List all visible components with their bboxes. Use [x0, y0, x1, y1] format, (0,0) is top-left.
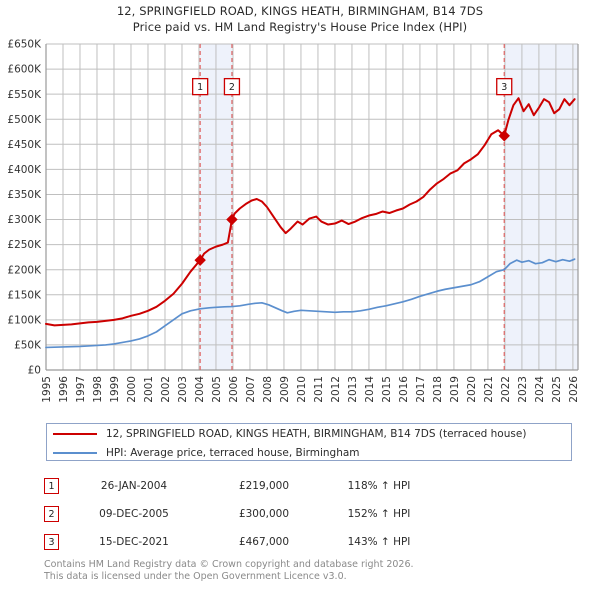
table-row: 3 15-DEC-2021 £467,000 143% ↑ HPI [44, 528, 464, 556]
legend-swatch-property-icon [53, 432, 97, 435]
footer-line-2: This data is licensed under the Open Gov… [44, 570, 347, 582]
svg-text:2018: 2018 [432, 376, 444, 403]
svg-text:1995: 1995 [41, 376, 53, 403]
svg-text:£100K: £100K [7, 314, 42, 326]
svg-text:2016: 2016 [398, 376, 410, 403]
svg-text:2005: 2005 [211, 376, 223, 403]
svg-text:£250K: £250K [7, 239, 42, 251]
svg-text:2001: 2001 [143, 376, 155, 403]
series-lines [45, 97, 576, 349]
svg-text:2010: 2010 [296, 376, 308, 403]
status-badge: 1 [44, 478, 59, 494]
svg-text:2015: 2015 [381, 376, 393, 403]
svg-text:£50K: £50K [14, 340, 42, 352]
svg-text:£0: £0 [28, 365, 41, 377]
svg-text:2024: 2024 [534, 376, 546, 403]
sale-event-lines [199, 44, 505, 370]
svg-text:1996: 1996 [58, 376, 70, 403]
svg-text:2011: 2011 [313, 376, 325, 403]
svg-text:2020: 2020 [466, 376, 478, 403]
grid-lines [45, 43, 579, 371]
sale-point-markers [194, 130, 510, 266]
svg-text:1: 1 [197, 82, 203, 93]
transaction-hpi-delta: 118% ↑ HPI [347, 480, 411, 492]
transactions-table: 1 26-JAN-2004 £219,000 118% ↑ HPI 2 09-D… [44, 472, 464, 556]
transaction-date: 09-DEC-2005 [99, 508, 169, 520]
svg-text:£350K: £350K [7, 189, 42, 201]
svg-text:2025: 2025 [551, 376, 563, 403]
svg-text:£150K: £150K [7, 289, 42, 301]
svg-text:2006: 2006 [228, 376, 240, 403]
highlight-bands [200, 44, 578, 370]
legend-swatch-hpi-icon [53, 451, 97, 454]
svg-text:1999: 1999 [109, 376, 121, 403]
table-row: 2 09-DEC-2005 £300,000 152% ↑ HPI [44, 500, 464, 528]
svg-text:2019: 2019 [449, 376, 461, 403]
svg-text:2000: 2000 [126, 376, 138, 403]
svg-text:£300K: £300K [7, 214, 42, 226]
svg-text:£650K: £650K [7, 39, 42, 51]
title-line-1: 12, SPRINGFIELD ROAD, KINGS HEATH, BIRMI… [116, 4, 484, 18]
sale-number-callouts: 1 2 3 [192, 77, 513, 96]
svg-text:2004: 2004 [194, 376, 206, 403]
legend-label-hpi: HPI: Average price, terraced house, Birm… [106, 446, 360, 459]
svg-text:2013: 2013 [347, 376, 359, 403]
transaction-hpi-delta: 143% ↑ HPI [347, 536, 411, 548]
transaction-price: £219,000 [238, 480, 290, 492]
svg-text:1998: 1998 [92, 376, 104, 403]
page-title: 12, SPRINGFIELD ROAD, KINGS HEATH, BIRMI… [0, 3, 600, 35]
svg-text:2007: 2007 [245, 376, 257, 403]
svg-text:1997: 1997 [75, 376, 87, 403]
svg-text:£400K: £400K [7, 164, 42, 176]
svg-text:2023: 2023 [517, 376, 529, 403]
transaction-hpi-delta: 152% ↑ HPI [347, 508, 411, 520]
transaction-date: 26-JAN-2004 [100, 480, 168, 492]
svg-text:2009: 2009 [279, 376, 291, 403]
status-badge: 2 [44, 506, 59, 522]
svg-text:2017: 2017 [415, 376, 427, 403]
svg-text:£200K: £200K [7, 264, 42, 276]
svg-text:2008: 2008 [262, 376, 274, 403]
svg-text:2002: 2002 [160, 376, 172, 403]
svg-text:2014: 2014 [364, 376, 376, 403]
x-axis-ticks: 1995 1996 1997 1998 1999 2000 2001 2002 2003 2004… [41, 376, 580, 403]
svg-text:2003: 2003 [177, 376, 189, 403]
svg-text:2022: 2022 [500, 376, 512, 403]
legend-label-property: 12, SPRINGFIELD ROAD, KINGS HEATH, BIRMI… [106, 427, 527, 440]
footer-attribution: Contains HM Land Registry data © Crown c… [44, 559, 584, 582]
transaction-price: £467,000 [238, 536, 290, 548]
svg-text:2021: 2021 [483, 376, 495, 403]
status-badge: 3 [44, 534, 59, 550]
svg-text:3: 3 [501, 82, 507, 93]
chart-legend: 12, SPRINGFIELD ROAD, KINGS HEATH, BIRMI… [46, 423, 572, 461]
legend-item-property: 12, SPRINGFIELD ROAD, KINGS HEATH, BIRMI… [47, 424, 571, 443]
y-axis-ticks: £0 £50K £100K £150K £200K £250K £300K £350K £400… [7, 39, 42, 377]
legend-item-hpi: HPI: Average price, terraced house, Birm… [47, 443, 571, 462]
transaction-date: 15-DEC-2021 [99, 536, 169, 548]
svg-text:£600K: £600K [7, 64, 42, 76]
title-line-2: Price paid vs. HM Land Registry's House … [132, 20, 468, 34]
svg-text:2012: 2012 [330, 376, 342, 403]
footer-line-1: Contains HM Land Registry data © Crown c… [44, 559, 414, 570]
svg-text:£450K: £450K [7, 139, 42, 151]
transaction-price: £300,000 [238, 508, 290, 520]
svg-text:2026: 2026 [568, 376, 580, 403]
svg-text:2: 2 [229, 82, 235, 93]
price-chart: £0 £50K £100K £150K £200K £250K £300K £350K £400… [7, 39, 580, 403]
table-row: 1 26-JAN-2004 £219,000 118% ↑ HPI [44, 472, 464, 500]
svg-text:£500K: £500K [7, 114, 42, 126]
svg-text:£550K: £550K [7, 89, 42, 101]
